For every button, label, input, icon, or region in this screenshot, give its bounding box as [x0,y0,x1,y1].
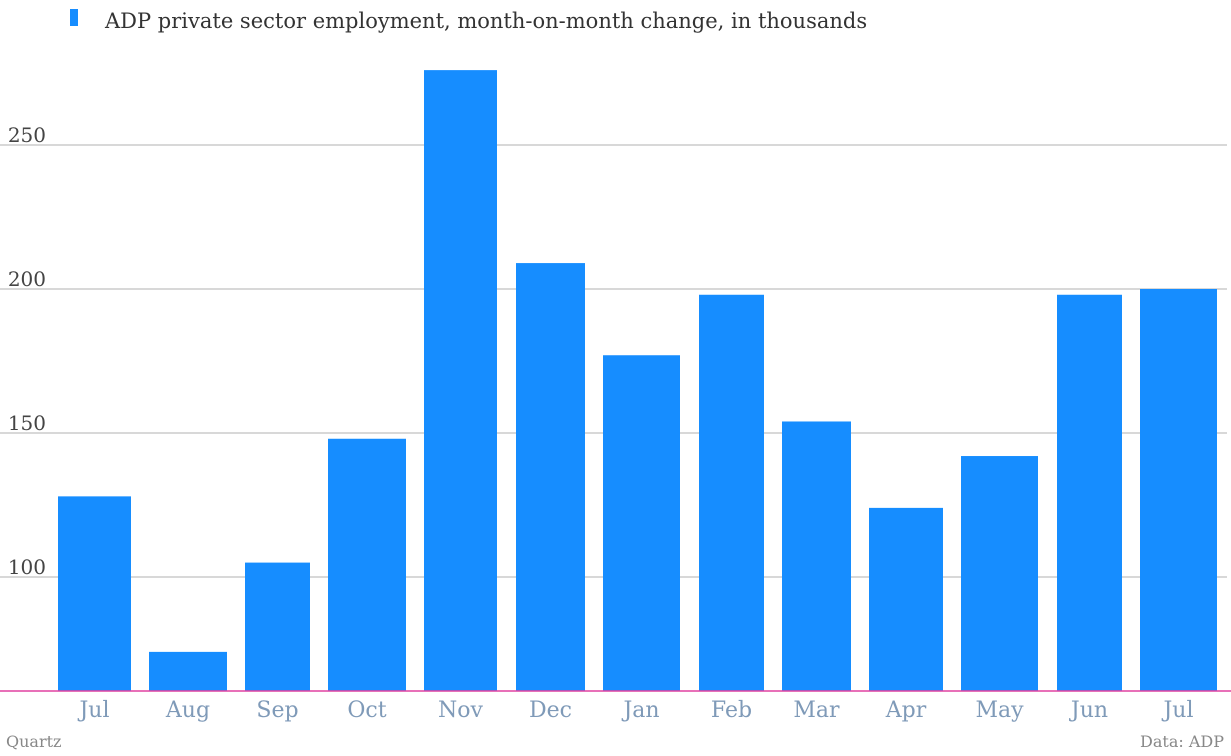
bar-dec-5 [516,263,585,691]
x-tick-label: Jul [1161,698,1193,723]
bar-may-10 [961,456,1038,691]
bar-jan-6 [603,355,680,691]
x-tick-label: Sep [256,698,298,723]
x-tick-label: Jun [1069,698,1108,723]
x-tick-label: May [975,698,1024,723]
x-tick-label: Feb [711,698,752,723]
legend-swatch [70,9,78,26]
x-tick-label: Jan [621,698,659,723]
bar-nov-4 [424,70,497,692]
bar-sep-2 [245,562,310,691]
x-tick-label: Oct [347,698,386,723]
legend-label: ADP private sector employment, month-on-… [104,9,867,33]
x-tick-label: Jul [77,698,109,723]
bar-jul-0 [58,496,131,691]
x-tick-label: Nov [438,698,483,723]
y-tick-label: 200 [8,267,46,291]
bar-oct-3 [328,438,406,691]
bar-aug-1 [149,651,227,691]
y-tick-label: 100 [8,555,46,579]
y-tick-label: 150 [8,411,46,435]
bar-feb-7 [699,294,764,691]
x-tick-label: Aug [165,698,210,723]
x-axis-ticks: Jul Aug Sep Oct Nov Dec Jan Feb Mar Apr May Jun Jul [77,698,1193,723]
source-left: Quartz [6,732,61,751]
bar-jun-11 [1057,294,1122,691]
x-tick-label: Dec [529,698,572,723]
x-tick-label: Mar [793,698,840,723]
bar-jul-12 [1140,289,1217,691]
bar-apr-9 [869,507,943,691]
legend: ADP private sector employment, month-on-… [70,9,867,33]
y-tick-label: 250 [8,123,46,147]
x-tick-label: Apr [885,698,927,723]
bars [58,70,1217,692]
y-axis-ticks: 100 150 200 250 [8,123,46,579]
bar-mar-8 [782,421,851,691]
source-right: Data: ADP [1140,732,1224,751]
